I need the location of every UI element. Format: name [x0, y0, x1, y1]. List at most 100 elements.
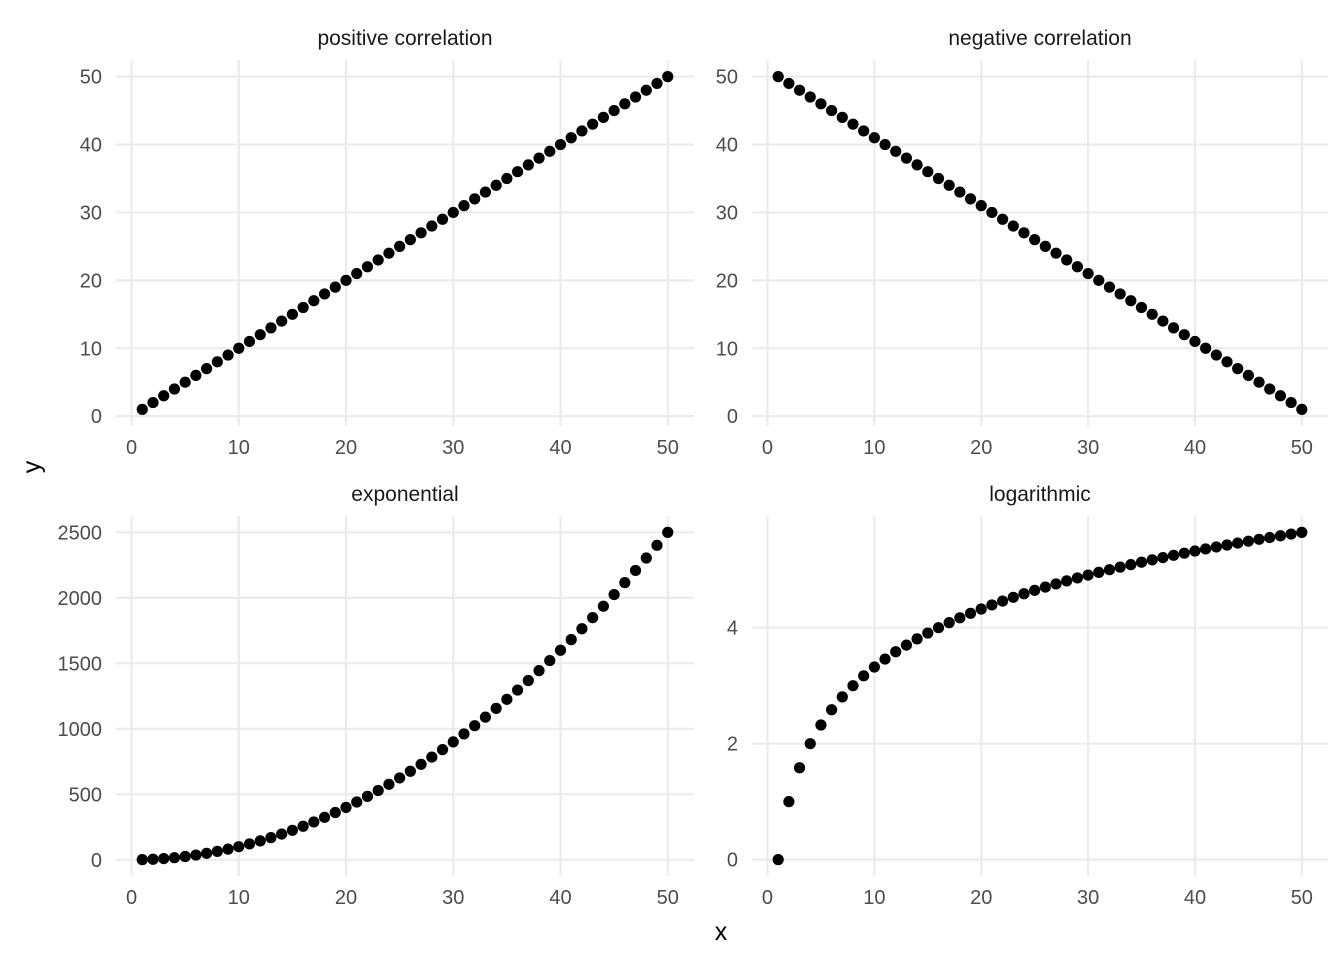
x-tick-label: 0	[762, 437, 773, 459]
data-point	[254, 835, 266, 847]
data-point	[879, 138, 891, 151]
data-point	[608, 104, 620, 117]
x-tick-label: 30	[1077, 887, 1099, 909]
data-point	[879, 653, 891, 665]
data-point	[890, 646, 902, 658]
data-point	[1167, 549, 1180, 561]
data-point	[554, 644, 567, 656]
data-point	[1200, 342, 1212, 354]
data-point	[426, 220, 438, 232]
data-point	[1285, 528, 1297, 540]
data-point	[911, 159, 923, 171]
data-point	[783, 796, 795, 808]
data-point	[911, 633, 923, 645]
data-point	[394, 772, 406, 784]
x-tick-label: 10	[228, 437, 250, 459]
data-point	[1071, 572, 1084, 584]
data-point	[340, 274, 352, 286]
x-tick-label: 10	[863, 887, 885, 909]
data-point	[394, 240, 406, 252]
y-tick-label: 500	[69, 784, 102, 806]
x-tick-label: 10	[863, 437, 885, 459]
data-point	[1189, 545, 1201, 557]
data-point	[1264, 531, 1276, 544]
data-point	[868, 132, 880, 144]
data-point	[297, 820, 309, 832]
data-point	[1082, 569, 1094, 581]
data-point	[1157, 551, 1169, 564]
data-point	[318, 811, 331, 823]
data-point	[372, 784, 384, 797]
data-point	[179, 376, 191, 388]
data-point	[201, 363, 213, 375]
data-point	[1093, 566, 1105, 578]
data-point	[1039, 581, 1051, 593]
data-point	[1007, 591, 1019, 603]
data-point	[286, 308, 299, 320]
data-point	[318, 288, 331, 300]
y-tick-label: 30	[80, 202, 102, 224]
data-point	[243, 838, 256, 850]
data-point	[619, 577, 631, 589]
panel-title: logarithmic	[989, 483, 1091, 506]
y-tick-label: 0	[727, 406, 738, 428]
y-tick-label: 50	[80, 67, 102, 89]
data-point	[404, 765, 416, 777]
data-point	[1135, 301, 1148, 314]
data-point	[201, 847, 213, 859]
data-point	[932, 622, 945, 634]
data-point	[629, 91, 642, 103]
x-tick-label: 50	[657, 887, 679, 909]
y-tick-label: 30	[716, 202, 738, 224]
x-tick-label: 0	[762, 887, 773, 909]
data-point	[1050, 247, 1062, 259]
data-point	[276, 315, 288, 327]
data-point	[329, 806, 341, 819]
data-point	[1296, 526, 1308, 538]
data-point	[975, 603, 987, 615]
data-point	[158, 390, 170, 402]
data-point	[1039, 240, 1051, 252]
data-point	[587, 612, 599, 624]
data-point	[804, 91, 816, 103]
data-point	[383, 247, 395, 259]
data-point	[804, 738, 816, 750]
data-point	[1114, 288, 1126, 300]
x-tick-label: 0	[126, 887, 137, 909]
data-point	[1178, 329, 1190, 341]
data-point	[1114, 561, 1126, 573]
data-point	[996, 595, 1009, 607]
data-point	[233, 841, 245, 853]
data-point	[351, 267, 363, 280]
data-point	[1242, 369, 1254, 382]
data-point	[501, 693, 513, 705]
data-point	[361, 790, 374, 802]
panel-3: logarithmic 0 10 20 30 40 50 0 2 4	[727, 483, 1328, 909]
data-point	[793, 762, 806, 774]
data-point	[436, 744, 449, 756]
x-tick-label: 10	[228, 887, 250, 909]
data-point	[308, 295, 320, 307]
data-point	[308, 816, 320, 828]
data-point	[179, 850, 191, 863]
x-tick-label: 30	[442, 437, 464, 459]
data-point	[265, 832, 277, 844]
data-point	[211, 356, 223, 368]
data-point	[1135, 556, 1148, 568]
y-tick-label: 50	[716, 67, 738, 89]
data-point	[286, 824, 299, 836]
data-point	[836, 111, 848, 123]
data-point	[587, 118, 599, 130]
data-point	[986, 206, 998, 219]
data-point	[1274, 530, 1287, 542]
data-point	[147, 396, 159, 409]
data-point	[858, 670, 870, 682]
data-point	[651, 77, 663, 90]
data-point	[265, 322, 277, 334]
data-point	[576, 125, 588, 137]
data-point	[815, 719, 827, 731]
data-point	[1146, 308, 1158, 320]
y-tick-label: 0	[91, 406, 102, 428]
data-point	[243, 335, 256, 348]
data-point	[1264, 383, 1276, 395]
